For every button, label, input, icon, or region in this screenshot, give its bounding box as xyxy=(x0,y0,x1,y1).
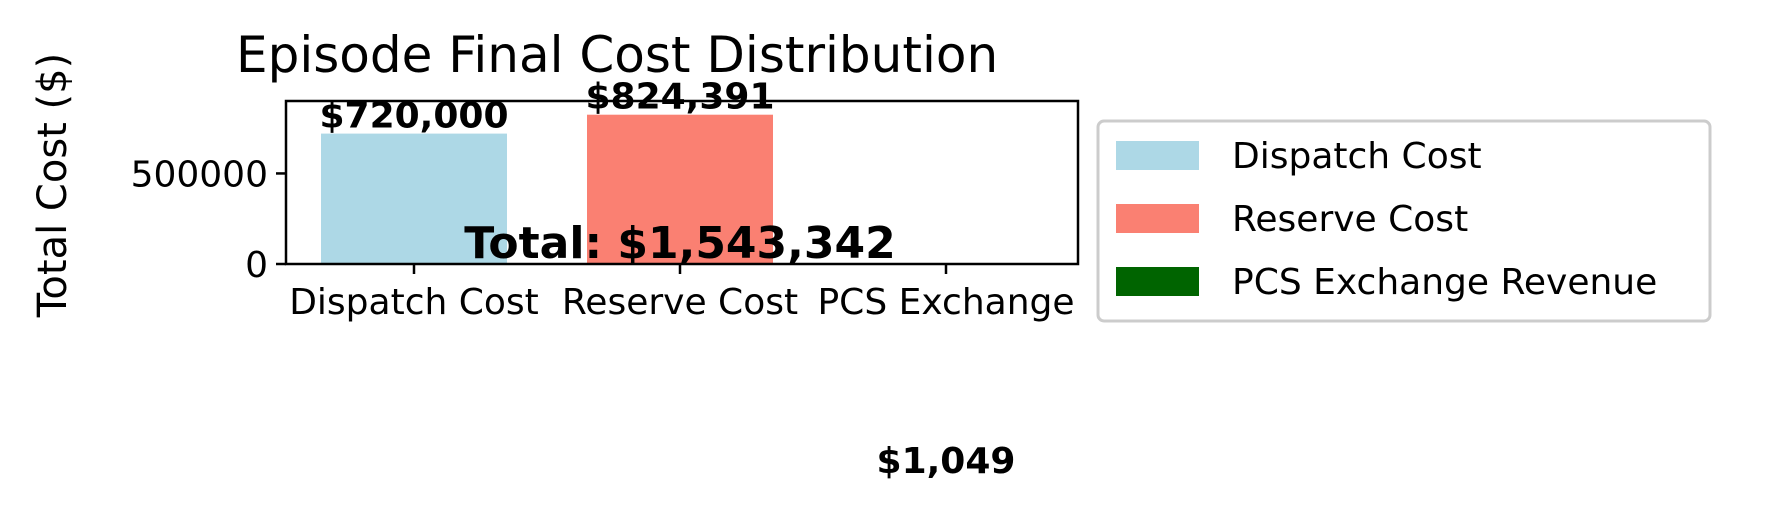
legend-label: Dispatch Cost xyxy=(1232,136,1482,177)
y-tick-label: 500000 xyxy=(131,154,268,195)
x-tick-label: Reserve Cost xyxy=(562,282,798,323)
legend-label: Reserve Cost xyxy=(1232,199,1468,240)
legend: Dispatch Cost Reserve Cost PCS Exchange Re… xyxy=(1098,121,1710,321)
data-label: $720,000 xyxy=(319,96,508,137)
x-tick-label: PCS Exchange xyxy=(817,282,1074,323)
x-tick-label: Dispatch Cost xyxy=(289,282,539,323)
legend-swatch xyxy=(1116,141,1199,170)
y-tick-label: 0 xyxy=(245,245,268,286)
y-axis-label: Total Cost ($) xyxy=(30,53,76,318)
total-annotation: Total: $1,543,342 xyxy=(464,218,895,269)
legend-label: PCS Exchange Revenue xyxy=(1232,262,1657,303)
data-label: $1,049 xyxy=(877,441,1016,482)
legend-swatch xyxy=(1116,267,1199,296)
plot-area: 0 500000 Dispatch Cost Reserve Cost PCS Exch… xyxy=(131,77,1078,482)
chart-title: Episode Final Cost Distribution xyxy=(236,26,998,84)
legend-swatch xyxy=(1116,204,1199,233)
